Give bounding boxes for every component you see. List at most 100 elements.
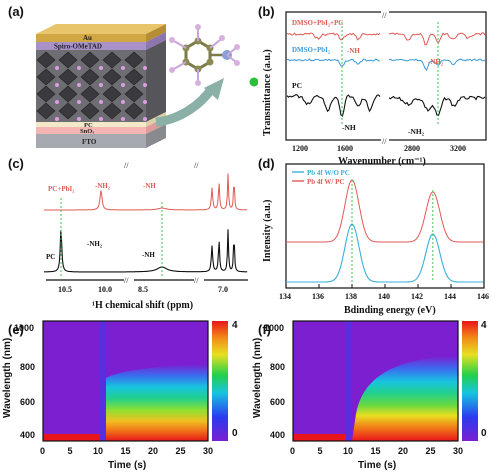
x-tick-label: 5	[68, 446, 73, 456]
octahedron-shape	[58, 68, 78, 86]
cation-sphere	[99, 83, 103, 87]
panel-a-device-schematic: Au Spiro-OMeTAD PC SnO₂ FTO	[36, 24, 258, 148]
series-label-dmso-pbi2: DMSO+PbI₂	[292, 46, 330, 54]
panel-label-c: (c)	[8, 156, 24, 171]
panel-c-nmr-chart: // // // // 10.5 10.0 8.5 7.0 ¹H chemica…	[43, 158, 248, 311]
colorbar	[212, 321, 228, 441]
octahedron-shape	[102, 68, 122, 86]
cation-sphere	[99, 66, 103, 70]
panel-label-b: (b)	[258, 4, 275, 19]
octahedron-shape	[36, 85, 56, 103]
legend-label-w: Pb 4f W/ PC	[307, 178, 344, 186]
cation-sphere	[121, 83, 125, 87]
series-line-dmso-pbi2-pc	[286, 32, 486, 46]
arrow-head	[204, 78, 224, 100]
x-tick-label: 20	[398, 446, 408, 456]
octahedron-shape	[80, 85, 100, 103]
cation-sphere	[77, 66, 81, 70]
y-tick-label: 800	[270, 362, 285, 372]
octahedron-shape	[58, 85, 78, 103]
x-tick-label: 2800	[404, 144, 420, 153]
cation-sphere	[55, 117, 59, 121]
octahedron-shape	[80, 102, 100, 120]
octahedron-shape	[80, 68, 100, 86]
octahedron-shape	[102, 51, 122, 69]
y-axis-label: Intensity (a.u.)	[262, 199, 273, 262]
svg-text://: //	[382, 137, 387, 146]
series-line-pb4f-without-pc	[286, 223, 484, 283]
series-label-pc: PC	[46, 253, 55, 261]
plot-frame	[292, 320, 459, 442]
x-tick-label: 15	[121, 446, 131, 456]
x-tick-label: 0	[290, 446, 295, 456]
octahedron-shape	[58, 51, 78, 69]
cation-sphere	[143, 66, 147, 70]
x-tick-label: 144	[444, 292, 456, 301]
perovskite-octahedra	[36, 51, 147, 121]
x-tick-label: 10	[343, 446, 353, 456]
x-tick-label: 25	[426, 446, 436, 456]
panel-d-xps-chart: Intensity (a.u.) Bdinding energy (eV) 13…	[262, 163, 489, 316]
perovskite-layer	[36, 50, 146, 122]
y-tick-label: 1000	[264, 323, 284, 333]
y-tick-label: 1000	[14, 323, 34, 333]
annotation-nh: -NH	[342, 123, 356, 132]
cation-sphere	[143, 117, 147, 121]
x-tick-labels: 134 136 138 140 142 144 146	[279, 284, 489, 301]
annotation-nh: -NH	[143, 182, 156, 190]
series-label-pc: PC	[292, 81, 302, 90]
octahedron-shape	[58, 102, 78, 120]
svg-text://: //	[194, 161, 199, 170]
octahedron-shape	[36, 68, 56, 86]
octahedron-shape	[80, 51, 100, 69]
svg-text://: //	[124, 161, 129, 170]
octahedron-shape	[36, 102, 56, 120]
cation-sphere	[55, 83, 59, 87]
colorbar-tick: 4	[481, 320, 487, 331]
colorbar-tick: 4	[232, 320, 238, 331]
layer-label-au: Au	[83, 34, 92, 42]
x-tick-label: 138	[345, 292, 357, 301]
annotation-nh: -NH	[142, 251, 155, 259]
cation-sphere	[77, 83, 81, 87]
cation-sphere	[99, 100, 103, 104]
octahedron-shape	[102, 85, 122, 103]
octahedron-shape	[124, 68, 144, 86]
layer-label-sno2: SnO₂	[80, 128, 94, 135]
series-line-pc	[43, 229, 248, 273]
legend-label-wo: Pb 4f W/O PC	[307, 169, 350, 177]
panel-label-e: (e)	[8, 322, 24, 337]
x-tick-label: 142	[411, 292, 423, 301]
x-axis-label: Wavenumber (cm⁻¹)	[338, 156, 426, 166]
y-tick-label: 400	[20, 430, 35, 440]
cation-sphere	[143, 100, 147, 104]
heatmap-signal-region	[352, 356, 458, 441]
x-axis-label: Time (s)	[358, 460, 396, 471]
x-tick-label: 0	[40, 446, 45, 456]
panel-label-a: (a)	[8, 4, 24, 19]
x-tick-label: 3200	[450, 144, 466, 153]
cation-sphere	[55, 66, 59, 70]
x-axis-label: ¹H chemical shift (ppm)	[92, 300, 193, 311]
cation-sphere	[121, 100, 125, 104]
y-axis-label: Wavelength (nm)	[252, 338, 263, 418]
sno2-layer	[36, 127, 146, 134]
x-tick-label: 136	[312, 292, 324, 301]
svg-text://: //	[194, 276, 199, 285]
y-tick-label: 800	[20, 362, 35, 372]
cation-sphere	[121, 117, 125, 121]
colorbar	[462, 321, 478, 441]
y-axis-label: Transmittance (a.u.)	[262, 49, 273, 136]
layer-label-pc: PC	[84, 122, 93, 129]
panel-e-heatmap: 4 0 Wavelength (nm) 400 600 800 1000 0 5 1…	[2, 320, 238, 471]
panel-b-ftir-chart: // // Transmittance (a.u.) Wavenumber (c…	[262, 8, 487, 166]
series-label-pc-pbi2: PC+PbI₂	[48, 185, 74, 193]
series-line-pb4f-with-pc	[286, 179, 484, 243]
x-tick-label: 146	[477, 292, 489, 301]
x-tick-label: 1200	[292, 144, 308, 153]
cation-sphere	[55, 100, 59, 104]
x-tick-label: 1600	[337, 144, 353, 153]
x-tick-label: 7.0	[218, 285, 228, 294]
octahedron-shape	[36, 51, 56, 69]
plot-frame	[42, 320, 209, 442]
